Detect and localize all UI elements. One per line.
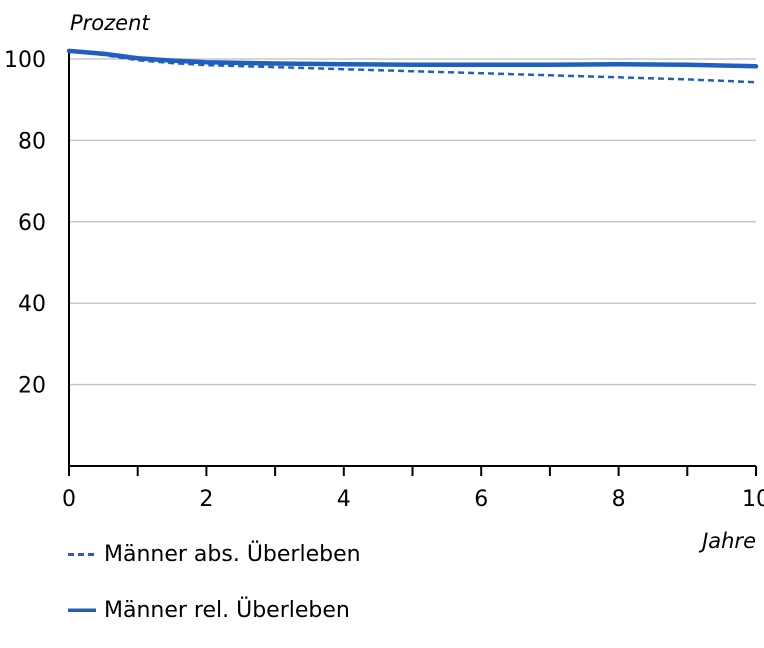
series-line-abs [68,49,757,84]
x-tick-label-6: 6 [474,487,488,512]
series-lines [66,48,759,84]
y-axis-title: Prozent [70,11,150,35]
legend-label-rel: Männer rel. Überleben [104,597,350,623]
x-tick-label-0: 0 [62,487,76,512]
x-tick-label-4: 4 [337,487,351,512]
tick-labels: 20 40 60 80 100 0 2 4 6 8 10 [4,48,764,512]
axes [68,53,757,476]
y-tick-label-60: 60 [18,211,46,236]
legend-item-rel: Männer rel. Überleben [68,592,361,628]
legend-swatch-solid [68,608,96,612]
x-axis-title: Jahre [698,529,756,553]
legend-item-abs: Männer abs. Überleben [68,536,361,572]
chart-svg: Prozent Jahre 20 40 60 80 100 0 2 4 6 8 10 [4,11,764,553]
x-tick-label-2: 2 [199,487,213,512]
series-line-rel [66,48,759,69]
y-tick-label-100: 100 [4,48,46,73]
legend-swatch-dashed [68,553,96,556]
legend: Männer abs. Überleben Männer rel. Überle… [68,536,361,648]
y-tick-label-20: 20 [18,374,46,399]
y-tick-label-40: 40 [18,292,46,317]
gridlines [69,58,756,386]
legend-label-abs: Männer abs. Überleben [104,541,361,567]
y-tick-label-80: 80 [18,129,46,154]
x-tick-label-10: 10 [742,487,764,512]
x-tick-label-8: 8 [612,487,626,512]
